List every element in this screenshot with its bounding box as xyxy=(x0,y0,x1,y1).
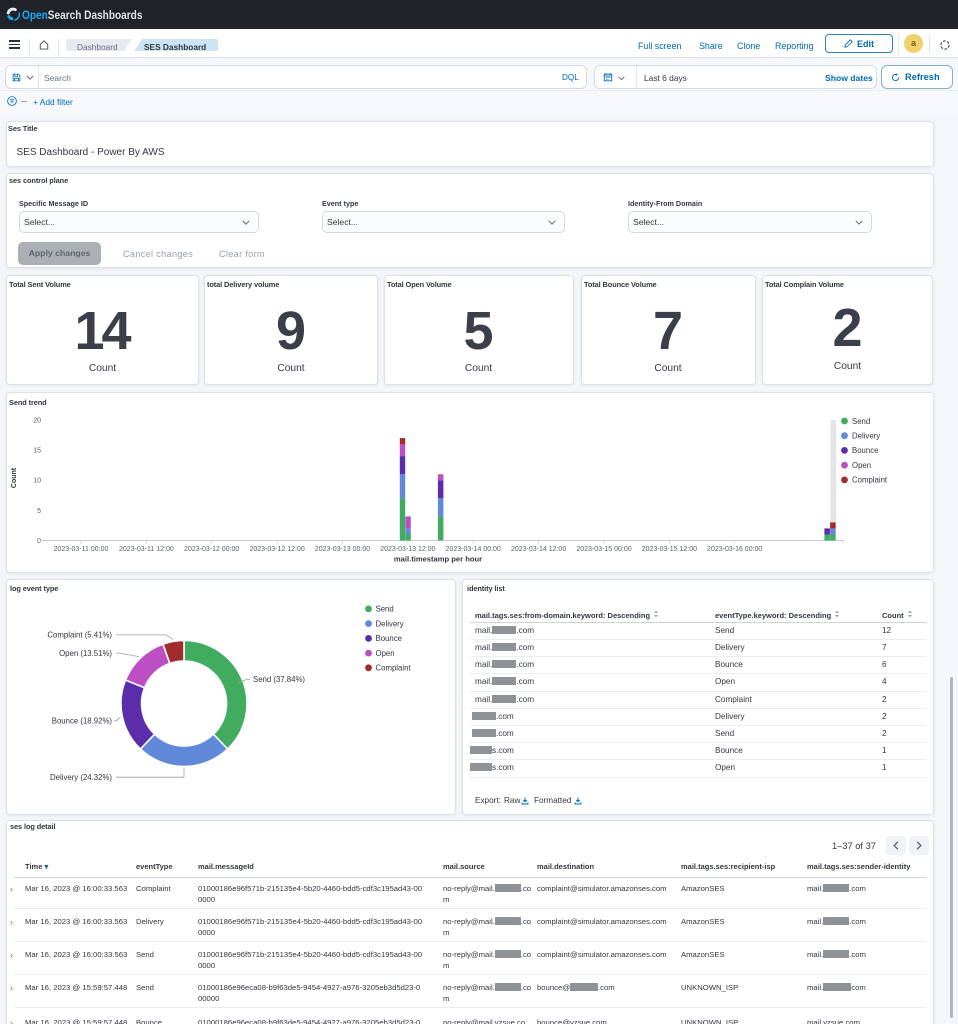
svg-text:2023-03-12 00:00: 2023-03-12 00:00 xyxy=(184,546,239,553)
svg-text:Bounce: Bounce xyxy=(376,634,402,643)
svg-text:Open: Open xyxy=(852,461,871,470)
svg-text:2023-03-11 12:00: 2023-03-11 12:00 xyxy=(119,546,174,553)
svg-text:2023-03-12 12:00: 2023-03-12 12:00 xyxy=(249,546,304,553)
svg-text:Send: Send xyxy=(852,417,870,426)
svg-text:2023-03-13 12:00: 2023-03-13 12:00 xyxy=(380,546,435,553)
svg-text:Complaint: Complaint xyxy=(376,663,412,672)
svg-text:Delivery (24.32%): Delivery (24.32%) xyxy=(50,772,112,781)
svg-text:2023-03-14 00:00: 2023-03-14 00:00 xyxy=(446,546,501,553)
svg-text:Send: Send xyxy=(376,604,394,613)
svg-text:Complaint (5.41%): Complaint (5.41%) xyxy=(47,630,112,639)
svg-text:20: 20 xyxy=(33,418,41,425)
svg-text:Delivery: Delivery xyxy=(376,619,404,628)
svg-text:10: 10 xyxy=(33,478,41,485)
svg-text:Delivery: Delivery xyxy=(852,432,880,441)
svg-text:15: 15 xyxy=(33,448,41,455)
svg-text:2023-03-13 00:00: 2023-03-13 00:00 xyxy=(315,546,370,553)
svg-text:2023-03-14 12:00: 2023-03-14 12:00 xyxy=(511,546,566,553)
svg-text:2023-03-16 00:00: 2023-03-16 00:00 xyxy=(707,546,762,553)
svg-text:Send (37.84%): Send (37.84%) xyxy=(253,675,305,684)
svg-text:2023-03-15 12:00: 2023-03-15 12:00 xyxy=(642,546,697,553)
svg-text:mail.timestamp per hour: mail.timestamp per hour xyxy=(394,555,482,564)
svg-text:Bounce: Bounce xyxy=(852,446,878,455)
svg-text:Count: Count xyxy=(11,467,18,488)
svg-text:Open (13.51%): Open (13.51%) xyxy=(59,648,112,657)
svg-text:Complaint: Complaint xyxy=(852,476,888,485)
svg-text:Open: Open xyxy=(376,648,395,657)
svg-text:5: 5 xyxy=(37,508,41,515)
svg-text:Bounce (18.92%): Bounce (18.92%) xyxy=(52,716,113,725)
svg-text:0: 0 xyxy=(37,538,41,545)
svg-text:2023-03-11 00:00: 2023-03-11 00:00 xyxy=(54,546,109,553)
svg-text:2023-03-15 00:00: 2023-03-15 00:00 xyxy=(576,546,631,553)
